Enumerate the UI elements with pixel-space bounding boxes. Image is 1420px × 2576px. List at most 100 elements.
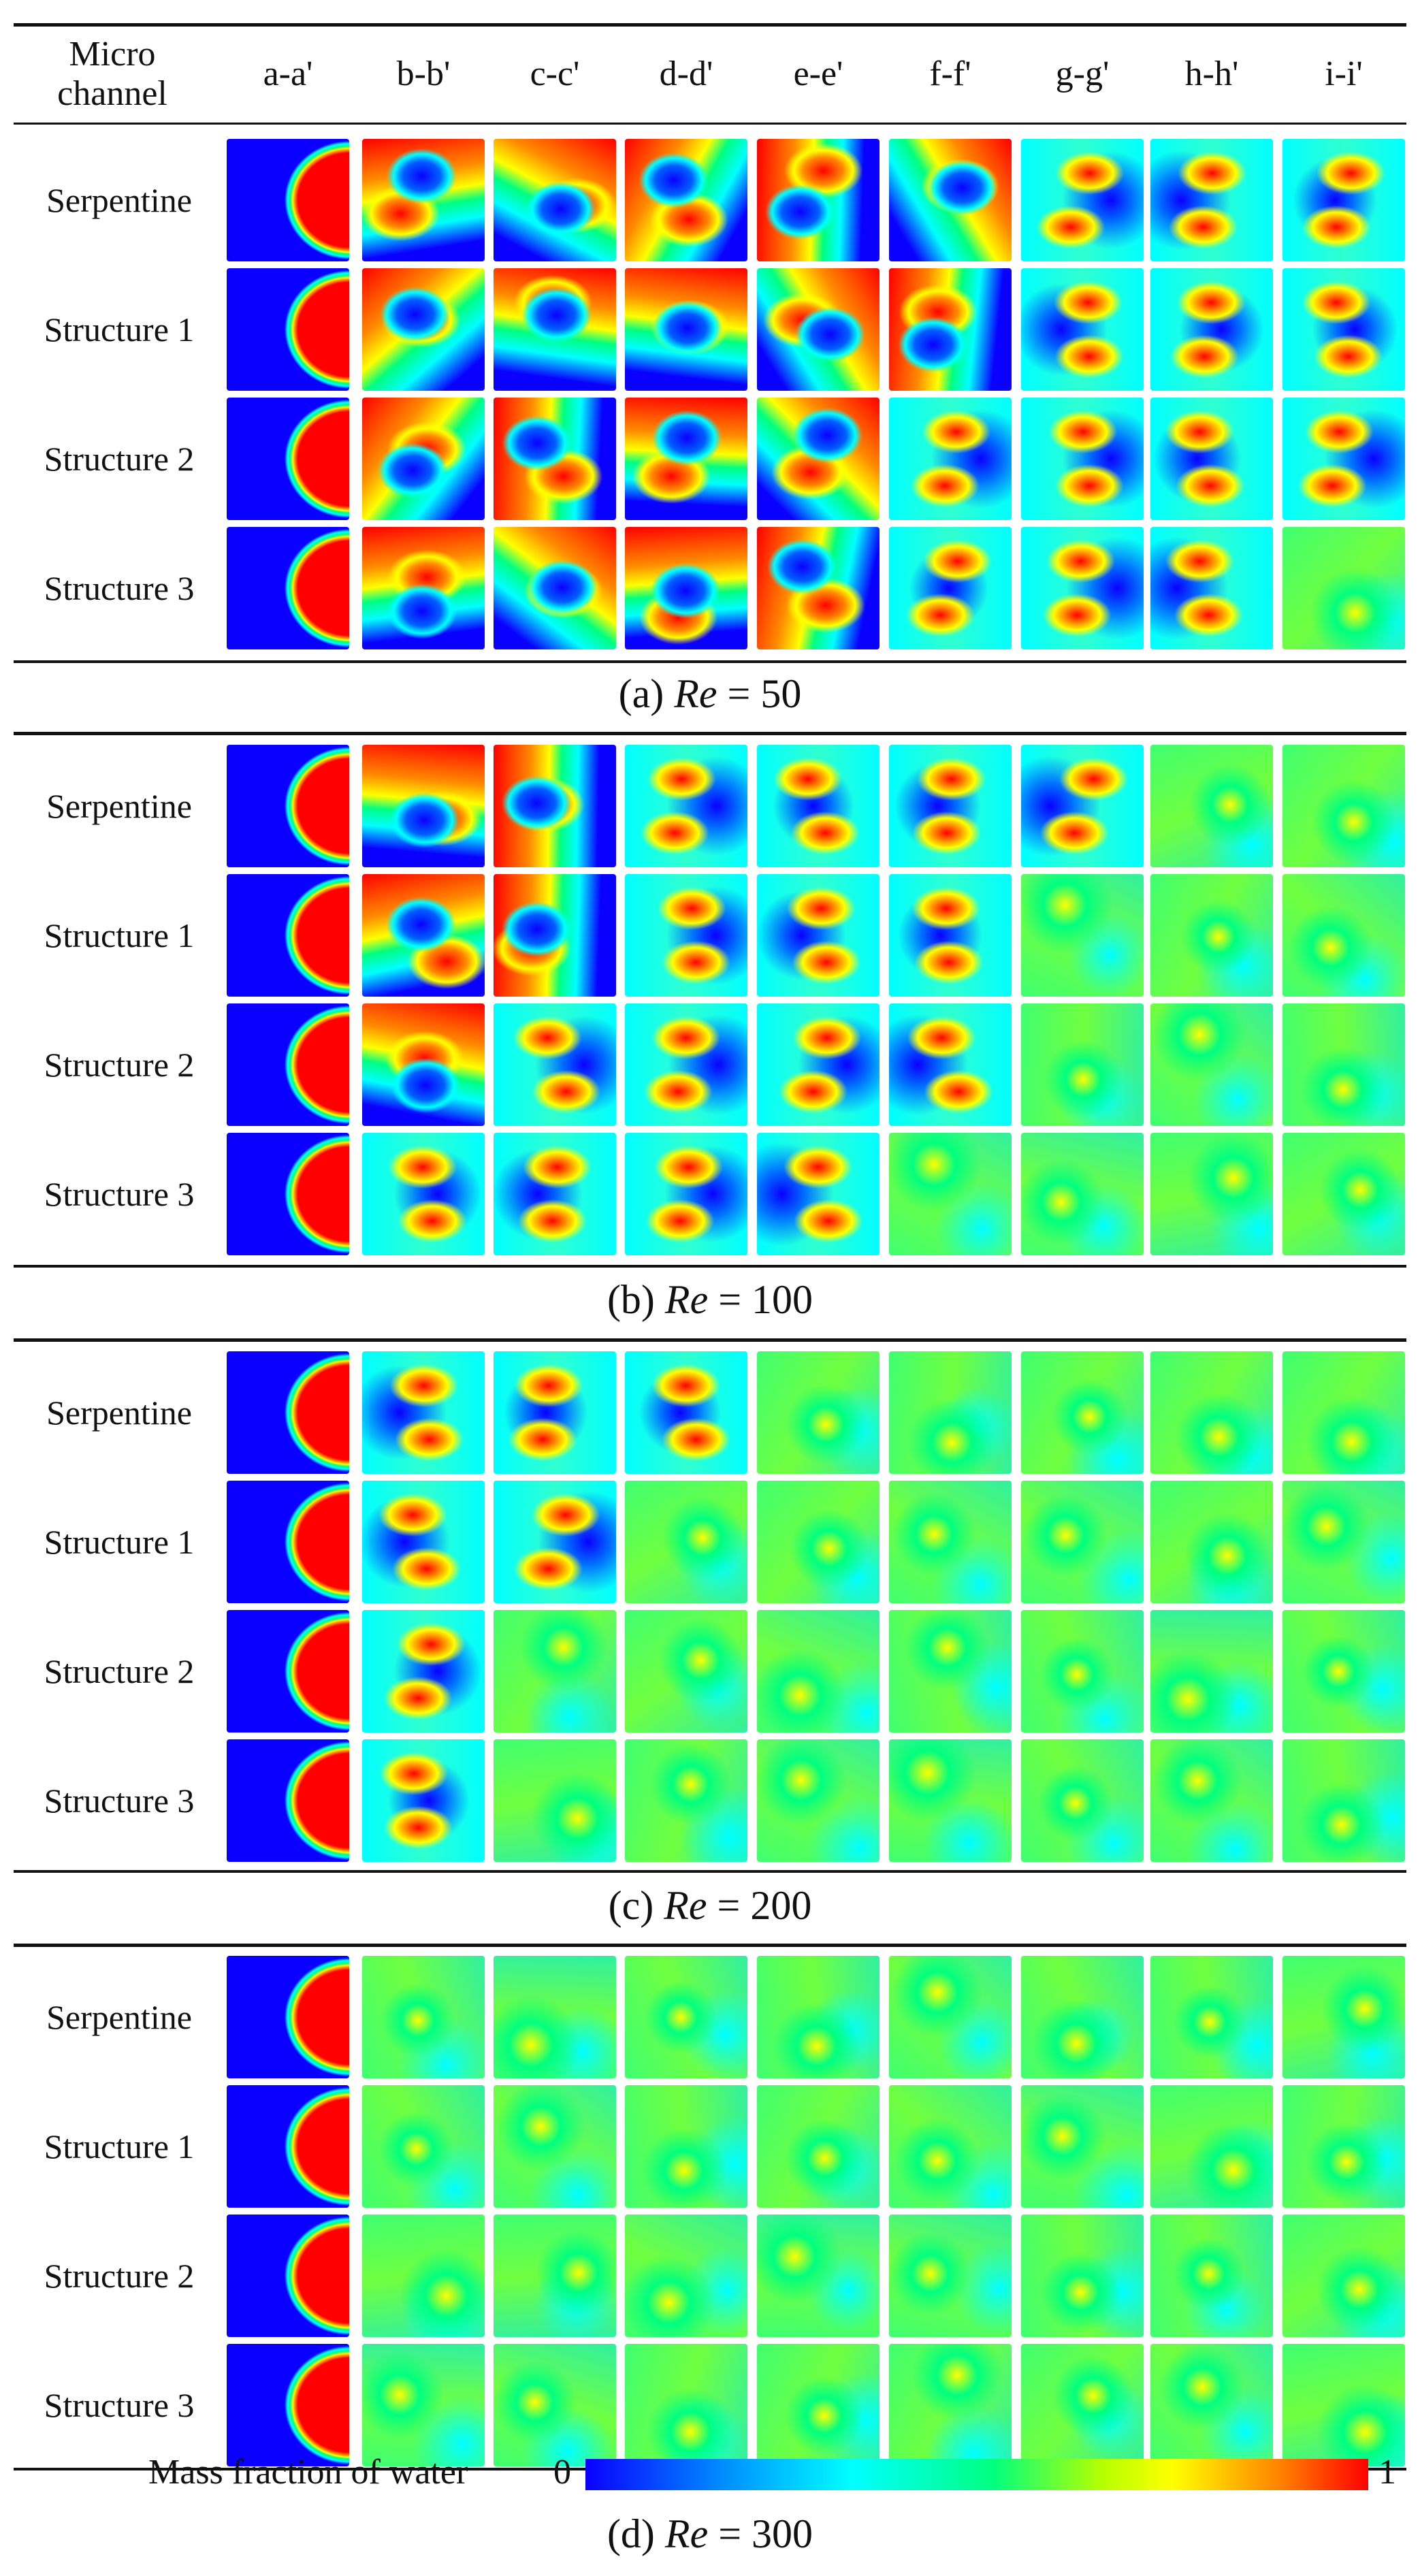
contour-tile-d-2-6: [1021, 2215, 1144, 2337]
contour-tile-a-3-7: [1150, 527, 1273, 649]
column-header-h: h-h': [1184, 54, 1239, 93]
contour-tile-c-1-5: [889, 1481, 1012, 1603]
contour-tile-a-3-2: [494, 527, 616, 649]
caption-prefix: (d): [607, 2511, 665, 2556]
contour-tile-c-3-8: [1282, 1739, 1405, 1862]
contour-tile-b-0-2: [494, 745, 616, 867]
contour-tile-b-1-8: [1282, 874, 1405, 997]
contour-tile-d-1-3: [625, 2085, 747, 2208]
contour-tile-d-0-6: [1021, 1956, 1144, 2078]
contour-tile-c-2-4: [757, 1610, 880, 1733]
contour-tile-c-0-7: [1150, 1351, 1273, 1474]
column-header-f: f-f': [929, 54, 971, 93]
contour-tile-b-3-0: [227, 1133, 349, 1255]
column-header-g: g-g': [1055, 54, 1110, 93]
contour-tile-a-1-3: [625, 268, 747, 391]
contour-tile-c-0-8: [1282, 1351, 1405, 1474]
row-label-c-1: Structure 1: [44, 1523, 195, 1561]
caption-prefix: (a): [618, 671, 675, 716]
panel-rule-4: [14, 1870, 1406, 1873]
contour-tile-b-2-4: [757, 1003, 880, 1126]
row-label-d-2: Structure 2: [44, 2257, 195, 2295]
panel-caption-c: (c) Re = 200: [0, 1882, 1420, 1929]
row-label-d-0: Serpentine: [46, 1998, 192, 2036]
contour-tile-a-3-3: [625, 527, 747, 649]
contour-tile-c-1-3: [625, 1481, 747, 1603]
contour-tile-c-3-4: [757, 1739, 880, 1862]
contour-tile-b-0-5: [889, 745, 1012, 867]
contour-tile-b-1-2: [494, 874, 616, 997]
contour-tile-d-3-5: [889, 2344, 1012, 2466]
contour-tile-b-2-1: [362, 1003, 485, 1126]
contour-tile-c-3-0: [227, 1739, 349, 1862]
contour-tile-c-0-2: [494, 1351, 616, 1474]
contour-tile-d-3-7: [1150, 2344, 1273, 2466]
contour-tile-a-1-8: [1282, 268, 1405, 391]
contour-tile-c-0-4: [757, 1351, 880, 1474]
row-label-a-1: Structure 1: [44, 310, 195, 349]
column-header-d: d-d': [659, 54, 713, 93]
contour-tile-b-3-8: [1282, 1133, 1405, 1255]
contour-tile-c-0-1: [362, 1351, 485, 1474]
header-rule: [14, 123, 1406, 125]
contour-tile-b-2-6: [1021, 1003, 1144, 1126]
row-label-d-3: Structure 3: [44, 2386, 195, 2424]
contour-tile-b-3-3: [625, 1133, 747, 1255]
contour-tile-b-2-7: [1150, 1003, 1273, 1126]
contour-tile-d-0-3: [625, 1956, 747, 2078]
row-label-a-0: Serpentine: [46, 181, 192, 219]
row-label-b-0: Serpentine: [46, 787, 192, 825]
contour-tile-c-3-1: [362, 1739, 485, 1862]
contour-tile-a-1-4: [757, 268, 880, 391]
top-rule: [14, 23, 1406, 27]
contour-tile-d-2-2: [494, 2215, 616, 2337]
contour-tile-d-0-4: [757, 1956, 880, 2078]
colorbar-max-label: 1: [1378, 2453, 1396, 2492]
contour-tile-d-0-7: [1150, 1956, 1273, 2078]
contour-tile-b-3-1: [362, 1133, 485, 1255]
column-header-b: b-b': [396, 54, 451, 93]
contour-tile-a-0-6: [1021, 139, 1144, 261]
contour-tile-d-1-4: [757, 2085, 880, 2208]
contour-tile-a-0-5: [889, 139, 1012, 261]
contour-tile-b-1-7: [1150, 874, 1273, 997]
panel-rule-2: [14, 1265, 1406, 1268]
contour-tile-d-2-4: [757, 2215, 880, 2337]
contour-tile-b-1-3: [625, 874, 747, 997]
contour-tile-c-1-6: [1021, 1481, 1144, 1603]
contour-tile-a-1-6: [1021, 268, 1144, 391]
caption-prefix: (b): [607, 1277, 665, 1322]
contour-tile-d-3-1: [362, 2344, 485, 2466]
contour-tile-d-3-0: [227, 2344, 349, 2466]
contour-tile-a-1-1: [362, 268, 485, 391]
contour-tile-a-3-8: [1282, 527, 1405, 649]
contour-tile-a-0-8: [1282, 139, 1405, 261]
contour-tile-b-1-0: [227, 874, 349, 997]
contour-tile-d-2-1: [362, 2215, 485, 2337]
contour-tile-b-1-4: [757, 874, 880, 997]
contour-tile-b-2-5: [889, 1003, 1012, 1126]
contour-tile-d-0-2: [494, 1956, 616, 2078]
contour-tile-d-2-5: [889, 2215, 1012, 2337]
row-label-a-2: Structure 2: [44, 440, 195, 478]
row-label-c-3: Structure 3: [44, 1782, 195, 1820]
colorbar-label: Mass fraction of water: [148, 2453, 468, 2492]
contour-tile-d-0-0: [227, 1956, 349, 2078]
contour-tile-c-3-6: [1021, 1739, 1144, 1862]
contour-tile-b-3-6: [1021, 1133, 1144, 1255]
contour-tile-a-2-8: [1282, 398, 1405, 520]
contour-tile-c-0-0: [227, 1351, 349, 1474]
column-header-a: a-a': [263, 54, 313, 93]
contour-tile-c-0-6: [1021, 1351, 1144, 1474]
contour-tile-c-2-3: [625, 1610, 747, 1733]
caption-value: = 50: [717, 671, 802, 716]
row-label-c-2: Structure 2: [44, 1652, 195, 1690]
contour-tile-d-0-1: [362, 1956, 485, 2078]
contour-tile-c-1-1: [362, 1481, 485, 1603]
contour-tile-d-3-8: [1282, 2344, 1405, 2466]
contour-tile-d-3-3: [625, 2344, 747, 2466]
contour-tile-a-3-6: [1021, 527, 1144, 649]
contour-tile-a-3-1: [362, 527, 485, 649]
contour-tile-b-0-4: [757, 745, 880, 867]
contour-tile-a-2-3: [625, 398, 747, 520]
